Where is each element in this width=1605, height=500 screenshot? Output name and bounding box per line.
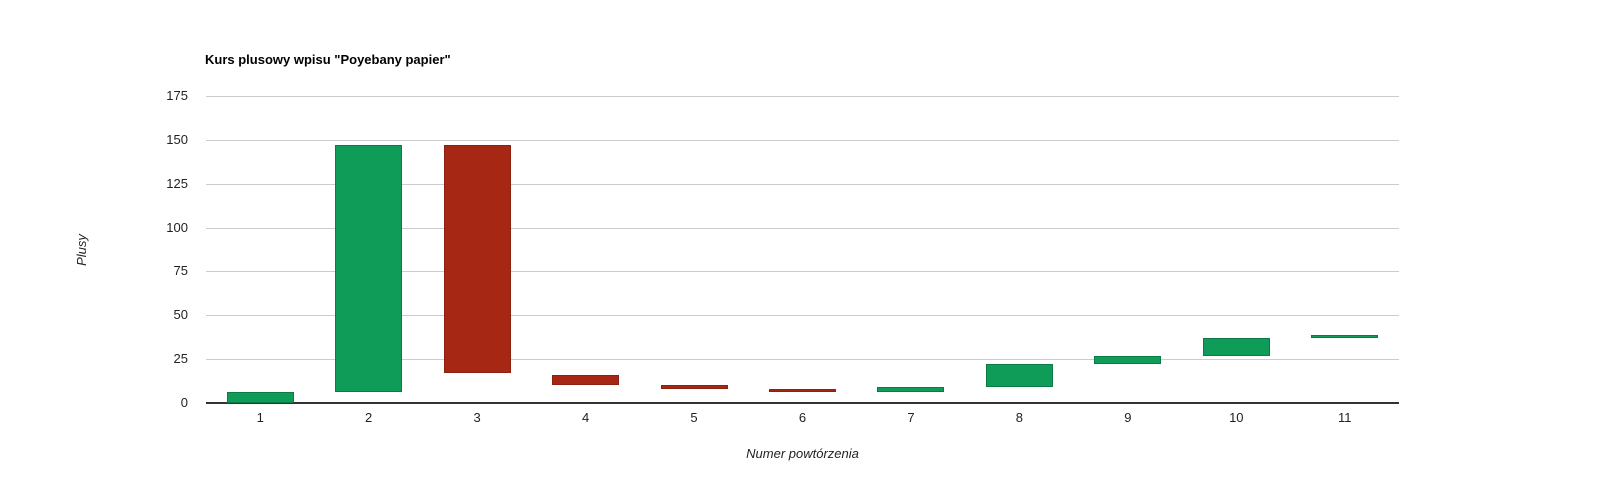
x-tick-label: 9	[1124, 410, 1132, 425]
gridline	[206, 359, 1399, 361]
gridline	[206, 227, 1399, 229]
x-tick-label: 7	[907, 410, 915, 425]
y-tick-label: 175	[166, 88, 188, 103]
y-tick-label: 150	[166, 131, 188, 147]
y-tick-label: 0	[180, 395, 188, 410]
candle-bar-1[interactable]	[226, 392, 294, 403]
gridline	[206, 183, 1399, 185]
x-tick-label: 6	[798, 410, 807, 425]
y-tick-label: 100	[166, 219, 188, 235]
y-tick-label: 125	[166, 175, 188, 191]
candle-bar-11[interactable]	[1311, 334, 1379, 339]
x-tick-label: 5	[690, 410, 698, 425]
candle-bar-10[interactable]	[1202, 338, 1270, 356]
x-tick-label: 11	[1338, 410, 1352, 425]
y-tick-label: 75	[173, 263, 188, 279]
candle-bar-7[interactable]	[877, 387, 945, 393]
candle-bar-8[interactable]	[985, 364, 1053, 388]
gridline	[206, 315, 1399, 317]
plot-area	[206, 96, 1399, 404]
candle-bar-5[interactable]	[660, 385, 728, 389]
x-tick-label: 3	[473, 410, 481, 425]
y-tick-label: 25	[173, 351, 188, 367]
y-axis-title: Plusy	[74, 234, 89, 266]
x-tick-label: 10	[1229, 410, 1244, 425]
x-tick-label: 2	[365, 410, 373, 425]
candle-bar-9[interactable]	[1094, 355, 1162, 365]
y-tick-label: 50	[173, 307, 188, 323]
candle-bar-3[interactable]	[443, 145, 511, 374]
gridline	[206, 96, 1399, 97]
candle-bar-6[interactable]	[769, 388, 836, 393]
gridline	[206, 271, 1399, 273]
x-tick-label: 8	[1015, 410, 1024, 425]
chart-title: Kurs plusowy wpisu "Poyebany papier"	[205, 52, 451, 67]
x-axis-line	[206, 402, 1399, 404]
candle-bar-4[interactable]	[552, 374, 620, 386]
gridline	[206, 139, 1399, 141]
candle-bar-2[interactable]	[335, 145, 403, 393]
x-axis-title: Numer powtórzenia	[746, 446, 859, 461]
x-tick-label: 4	[581, 410, 590, 425]
x-tick-label: 1	[256, 410, 264, 425]
